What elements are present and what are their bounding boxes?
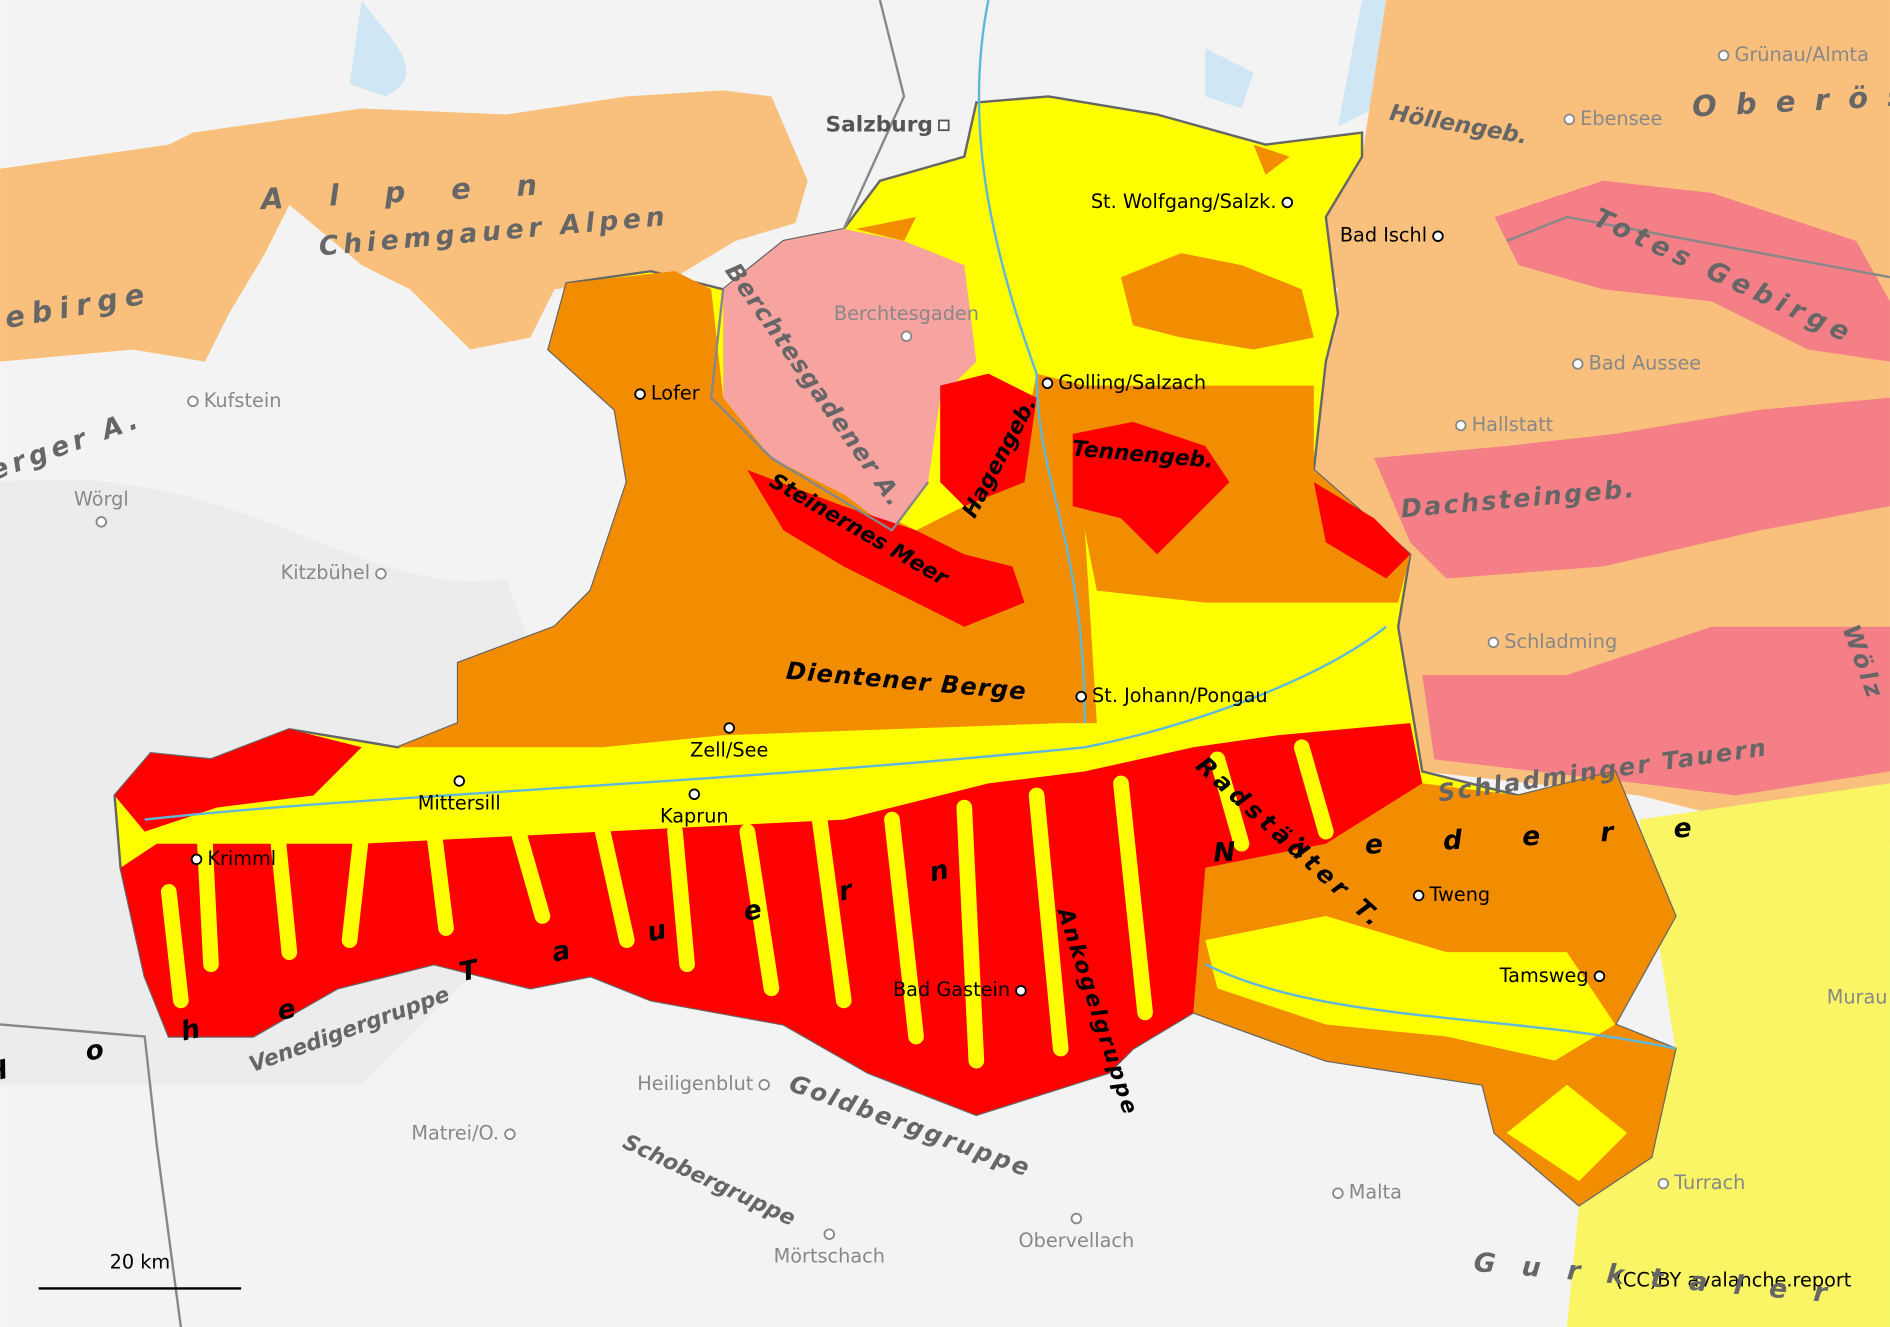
place-label: Lofer [651,382,700,405]
credit: (CC)BY avalanche.report [1615,1269,1851,1292]
place-marker [1657,1177,1670,1190]
place-label: Zell/See [690,738,768,761]
place-label: Mörtschach [774,1245,885,1268]
place-marker [1563,113,1576,126]
place-label: Krimml [207,847,276,870]
pink-area [723,229,977,531]
place-marker [187,395,199,408]
place-marker [723,722,735,734]
place-label: Tamsweg [1499,964,1589,987]
place-label: Malta [1349,1181,1402,1204]
place-marker [938,119,950,132]
place-marker [1432,230,1444,242]
place-marker [634,388,646,400]
place-marker [1041,377,1054,390]
place-label: Bad Gastein [893,978,1010,1001]
place-label: Bad Aussee [1589,351,1702,374]
place-marker [1412,889,1425,902]
place-label: Tweng [1429,883,1491,906]
place-marker [375,567,387,580]
place-label: Kaprun [660,805,729,828]
place-label: Berchtesgaden [834,302,979,325]
place-label: St. Johann/Pongau [1092,684,1268,707]
place-marker [1717,49,1730,62]
place-label: Schladming [1504,630,1617,653]
place-label: St. Wolfgang/Salzk. [1091,190,1277,213]
place-marker [1075,690,1087,703]
place-label: Hallstatt [1472,413,1554,436]
place-label: Mittersill [418,791,501,814]
yellow-fingers [160,739,1334,1069]
place-marker [1487,636,1500,649]
yellow-area [1566,783,1890,1327]
place-marker [1455,419,1467,432]
place-label: Matrei/O. [411,1122,499,1145]
place-label: Salzburg [825,112,933,137]
place-marker [758,1079,770,1091]
place-marker [190,853,203,866]
yellow-area [1205,916,1628,1182]
place-marker [95,516,108,528]
place-label: Kufstein [204,389,282,412]
place-marker [1281,196,1294,209]
place-marker [1015,985,1027,997]
orange-area [855,144,1314,350]
place-label: Murau [1827,985,1888,1008]
place-marker [823,1228,836,1240]
place-marker [453,775,466,787]
rivers [144,0,1676,1050]
place-marker [1332,1187,1344,1199]
place-label: Wörgl [74,488,129,511]
place-label: Bad Ischl [1340,224,1427,247]
tan-area [0,90,808,362]
place-label: Obervellach [1018,1229,1134,1252]
place-label: Ebensee [1580,107,1662,130]
place-label: Kitzbühel [281,561,371,584]
place-marker [688,788,701,800]
place-marker [1593,970,1606,982]
place-marker [1070,1212,1083,1225]
place-label: Heiligenblut [637,1072,753,1095]
place-marker [900,330,913,342]
place-marker [1572,358,1584,370]
orange-area [397,271,1097,748]
place-marker [504,1128,516,1140]
red-area [747,373,1411,627]
place-label: Turrach [1673,1171,1745,1194]
scale-bar-label: 20 km [110,1251,171,1274]
pink-area [1374,180,1890,796]
place-label: Grünau/Almta [1734,43,1868,66]
place-label: Golling/Salzach [1058,371,1206,394]
